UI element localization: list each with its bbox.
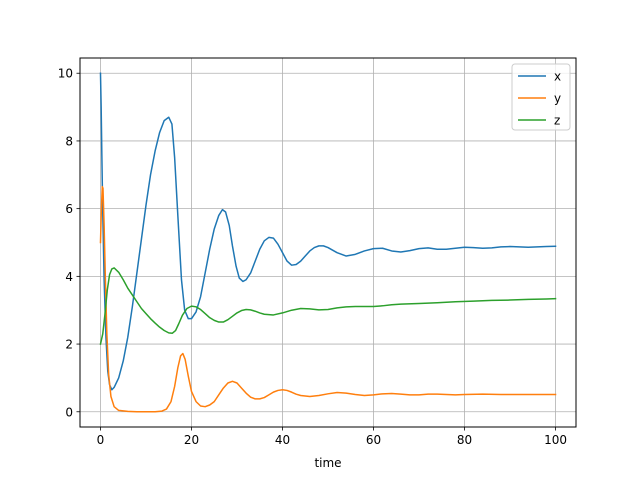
axes-frame [79,57,577,428]
x-tick-label: 80 [457,433,472,447]
x-axis-label: time [314,456,341,470]
plot-lines [99,72,557,413]
legend: xyz [511,63,571,131]
x-tick-label: 100 [544,433,567,447]
x-tick-label: 60 [366,433,381,447]
y-tick-label: 0 [65,405,73,419]
legend-label-x: x [554,70,561,84]
y-tick-label: 8 [65,134,73,148]
x-axis-ticks: 0 20 40 60 80 100 [97,427,567,447]
series-line-x [99,72,557,391]
x-tick-label: 0 [97,433,105,447]
y-axis-ticks: 0 2 4 6 8 10 [58,67,80,419]
y-tick-label: 6 [65,202,73,216]
y-tick-label: 2 [65,338,73,352]
y-tick-label: 4 [65,270,73,284]
legend-label-z: z [554,114,560,128]
series-line-y [99,185,557,413]
x-tick-label: 20 [184,433,199,447]
series-line-z [99,267,557,345]
x-tick-label: 40 [275,433,290,447]
legend-label-y: y [554,92,561,106]
y-tick-label: 10 [58,67,73,81]
legend-box [511,63,571,131]
grid [80,58,576,427]
